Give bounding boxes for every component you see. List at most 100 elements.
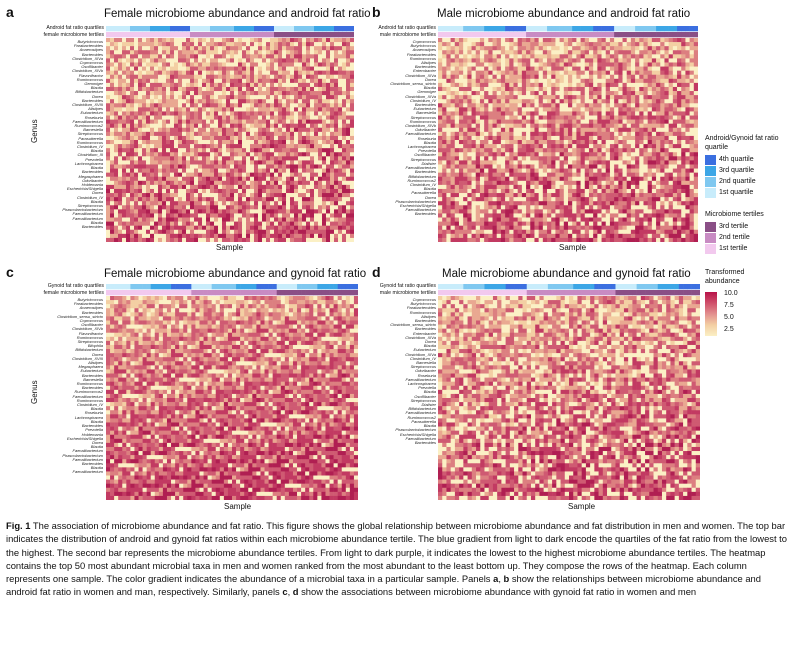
heatmap-cell (202, 225, 207, 231)
heatmap-cell (350, 46, 354, 51)
heatmap-cell (538, 62, 544, 67)
heatmap-cell (210, 221, 215, 226)
heatmap-cell (471, 50, 477, 55)
heatmap-cell (442, 70, 447, 76)
heatmap-cell (114, 148, 119, 153)
heatmap-cell (513, 50, 518, 55)
heatmap-cell (222, 74, 227, 80)
heatmap-cell (150, 50, 155, 55)
heatmap-cell (118, 229, 123, 235)
heatmap-cell (182, 152, 187, 157)
heatmap-cell (294, 148, 299, 153)
heatmap-cell (458, 74, 464, 80)
heatmap-cell (555, 107, 560, 112)
heatmap-cell (306, 78, 311, 84)
genus-tick-label: Eubacterium (413, 106, 436, 112)
heatmap-cell (668, 123, 674, 129)
heatmap-cell (334, 197, 339, 202)
heatmap-cell (601, 42, 607, 47)
heatmap-cell (214, 26, 219, 32)
heatmap-cell (214, 46, 219, 51)
heatmap-cell (302, 205, 307, 210)
heatmap-cell (294, 140, 299, 145)
heatmap-cell (190, 54, 195, 59)
heatmap-cell (246, 213, 251, 218)
heatmap-cell (298, 172, 303, 178)
heatmap-cell (438, 78, 443, 84)
heatmap-cell (250, 148, 255, 153)
heatmap-cell (685, 66, 690, 71)
heatmap-cell (286, 103, 291, 108)
heatmap-cell (626, 58, 632, 63)
heatmap-cell (190, 209, 195, 214)
heatmap-cell (635, 103, 640, 108)
heatmap-cell (266, 111, 271, 116)
heatmap-cell (266, 217, 271, 222)
heatmap-cell (685, 58, 690, 63)
heatmap-cell (278, 237, 283, 242)
heatmap-cell (681, 131, 686, 137)
heatmap-cell (258, 229, 263, 235)
heatmap-cell (186, 188, 191, 194)
heatmap-cell (568, 50, 573, 55)
heatmap-cell (568, 32, 573, 38)
heatmap-cell (158, 58, 163, 63)
heatmap-cell (238, 229, 243, 235)
heatmap-cell (266, 46, 271, 51)
heatmap-cell (568, 115, 573, 120)
heatmap-cell (126, 180, 131, 186)
heatmap-cell (170, 160, 175, 165)
heatmap-cell (635, 46, 640, 51)
genus-tick-label: Dorea (92, 93, 103, 99)
heatmap-cell (609, 103, 615, 108)
heatmap-cell (114, 164, 119, 169)
heatmap-cell (138, 62, 143, 67)
heatmap-cell (166, 201, 171, 206)
heatmap-cell (458, 86, 464, 92)
heatmap-cell (593, 99, 598, 104)
heatmap-cell (605, 32, 611, 38)
heatmap-cell (186, 103, 191, 108)
heatmap-cell (330, 107, 335, 112)
heatmap-cell (210, 95, 215, 100)
heatmap-cell (198, 99, 203, 104)
heatmap-cell (298, 99, 303, 104)
heatmap-cell (492, 32, 498, 38)
heatmap-cell (330, 32, 335, 38)
heatmap-cell (298, 111, 303, 116)
heatmap-cell (454, 26, 460, 32)
heatmap-cell (513, 103, 518, 108)
heatmap-cell (230, 152, 235, 157)
heatmap-cell (238, 111, 243, 116)
heatmap-cell (593, 91, 598, 96)
heatmap-cell (350, 176, 354, 182)
heatmap-cell (647, 66, 653, 71)
heatmap-cell (326, 205, 331, 210)
heatmap-cell (580, 131, 586, 137)
heatmap-cell (294, 66, 299, 71)
heatmap-cell (484, 54, 489, 59)
heatmap-cell (530, 26, 535, 32)
bar-label-quartiles-b: Android fat ratio quartiles (378, 25, 436, 31)
heatmap-cell (306, 26, 311, 32)
heatmap-cell (122, 188, 127, 194)
heatmap-cell (146, 99, 151, 104)
heatmap-cell (542, 54, 548, 59)
heatmap-cell (278, 193, 283, 198)
heatmap-cell (346, 50, 351, 55)
heatmap-cell (266, 180, 271, 186)
heatmap-cell (258, 213, 263, 218)
heatmap-cell (326, 221, 331, 226)
heatmap-cell (186, 217, 191, 222)
heatmap-cell (182, 62, 187, 67)
heatmap-cell (479, 91, 485, 96)
heatmap-cell (282, 50, 287, 55)
heatmap-cell (202, 164, 207, 169)
heatmap-cell (118, 225, 123, 231)
heatmap-cell (330, 62, 335, 67)
heatmap-cell (660, 135, 665, 141)
heatmap-cell (106, 184, 111, 190)
heatmap-cell (118, 201, 123, 206)
heatmap-cell (463, 62, 468, 67)
heatmap-cell (270, 62, 275, 67)
